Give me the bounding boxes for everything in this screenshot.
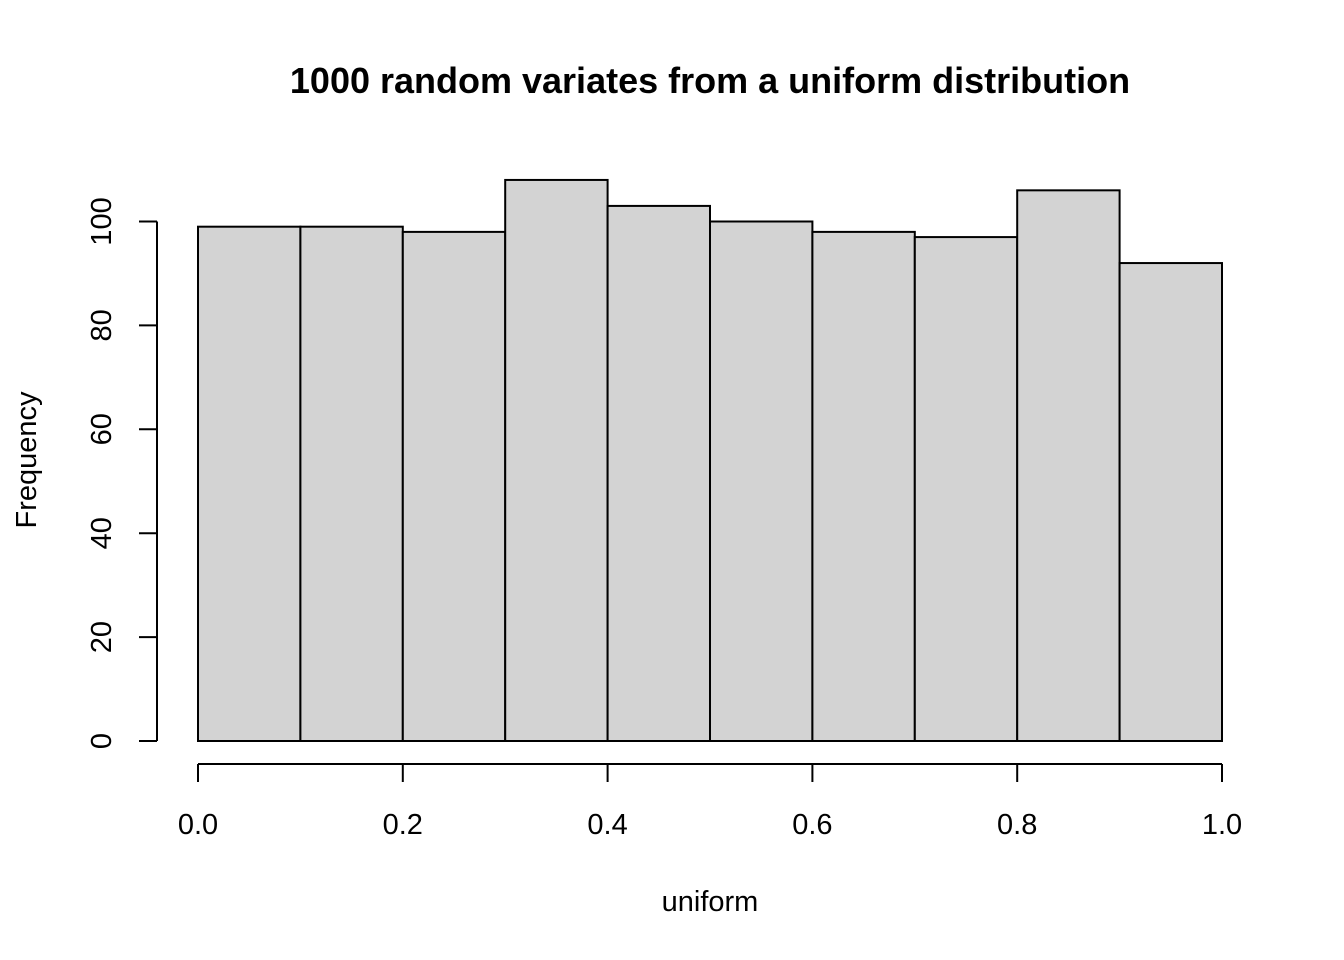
histogram-bar <box>606 204 711 743</box>
bars-group <box>197 178 1223 743</box>
x-tick-label: 0.2 <box>383 809 423 841</box>
histogram-bar <box>709 220 814 742</box>
chart-title: 1000 random variates from a uniform dist… <box>290 60 1130 101</box>
histogram-bar <box>1118 262 1223 742</box>
x-tick-label: 0.4 <box>587 809 627 841</box>
histogram-bar <box>504 178 609 742</box>
histogram-bar <box>401 230 507 742</box>
histogram-bar <box>197 225 302 742</box>
x-tick-label: 0.6 <box>792 809 832 841</box>
x-tick-label: 0.0 <box>178 809 218 841</box>
y-tick-label: 100 <box>86 197 118 245</box>
y-tick-label: 40 <box>86 517 118 549</box>
x-tick-label: 1.0 <box>1202 809 1242 841</box>
histogram-bar <box>913 236 1019 743</box>
y-tick-label: 80 <box>86 309 118 341</box>
y-tick-label: 60 <box>86 413 118 445</box>
x-tick-label: 0.8 <box>997 809 1037 841</box>
y-tick-label: 0 <box>86 733 118 749</box>
x-axis-label: uniform <box>662 886 759 918</box>
histogram-bar <box>299 225 404 742</box>
histogram-bar <box>1016 189 1121 742</box>
y-tick-label: 20 <box>86 621 118 653</box>
x-axis: 0.0 0.2 0.4 0.6 0.8 1.0 <box>178 763 1242 841</box>
histogram-bar <box>811 230 916 742</box>
y-axis-label: Frequency <box>11 391 43 529</box>
y-axis: 0 20 40 60 80 100 <box>86 197 158 749</box>
